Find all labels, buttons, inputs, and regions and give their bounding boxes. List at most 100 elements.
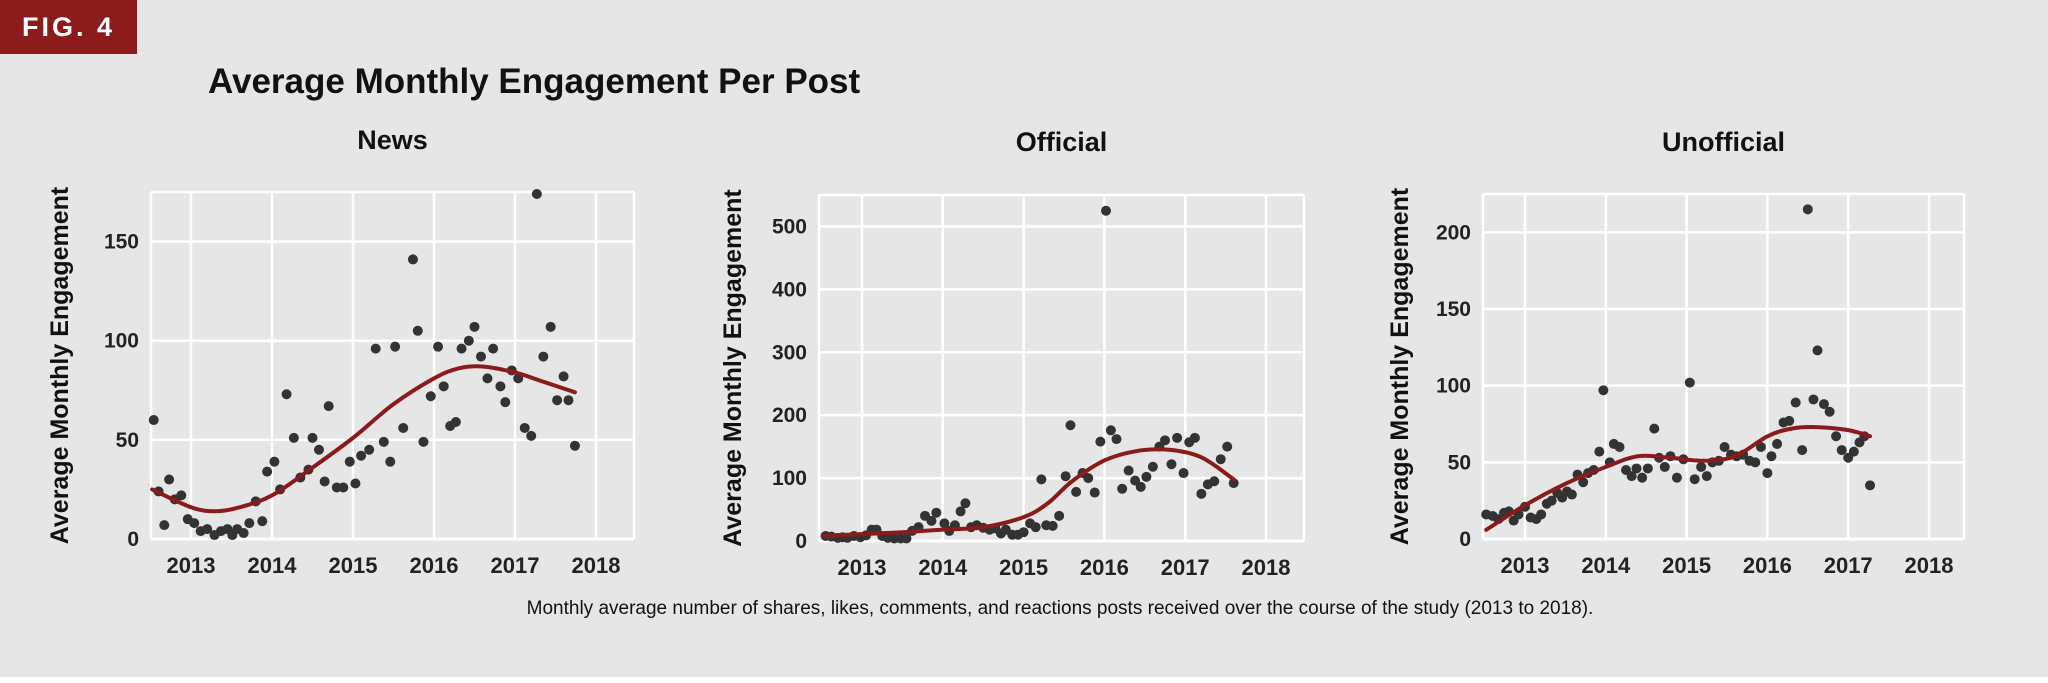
x-tick-label: 2017 xyxy=(491,553,540,578)
data-point xyxy=(385,456,396,467)
data-point xyxy=(1018,527,1029,538)
data-point xyxy=(313,444,324,455)
data-point xyxy=(1762,468,1773,479)
x-tick-label: 2018 xyxy=(572,553,621,578)
data-point xyxy=(1147,461,1158,472)
data-point xyxy=(418,436,429,447)
data-point xyxy=(1766,451,1777,462)
data-point xyxy=(482,373,493,384)
data-point xyxy=(364,444,375,455)
data-point xyxy=(519,422,530,433)
y-tick-label: 200 xyxy=(772,404,807,427)
data-point xyxy=(1701,471,1712,482)
data-point xyxy=(1105,425,1116,436)
data-point xyxy=(1836,445,1847,456)
data-point xyxy=(189,518,200,529)
data-point xyxy=(350,478,361,489)
data-point xyxy=(244,518,255,529)
data-point xyxy=(469,321,480,332)
data-point xyxy=(1101,205,1112,216)
y-tick-label: 0 xyxy=(795,530,807,553)
data-point xyxy=(495,381,506,392)
data-point xyxy=(398,422,409,433)
y-tick-label: 100 xyxy=(104,330,139,353)
data-point xyxy=(931,507,942,518)
y-tick-label: 150 xyxy=(104,231,139,254)
x-tick-label: 2014 xyxy=(248,553,298,578)
y-tick-label: 0 xyxy=(127,528,139,551)
y-tick-label: 200 xyxy=(1436,221,1471,244)
data-point xyxy=(1566,489,1577,500)
data-point xyxy=(438,381,449,392)
data-point xyxy=(1659,461,1670,472)
data-point xyxy=(1594,446,1605,457)
data-point xyxy=(378,436,389,447)
data-point xyxy=(1865,480,1876,491)
data-point xyxy=(1036,474,1047,485)
y-tick-label: 100 xyxy=(772,467,807,490)
data-point xyxy=(563,395,574,406)
data-point xyxy=(1071,486,1082,497)
x-tick-label: 2018 xyxy=(1905,553,1954,578)
data-point xyxy=(1750,457,1761,468)
data-point xyxy=(1546,495,1557,506)
data-point xyxy=(955,506,966,517)
data-point xyxy=(1790,397,1801,408)
data-point xyxy=(1209,476,1220,487)
data-point xyxy=(164,474,175,485)
data-point xyxy=(1578,477,1589,488)
plot-area xyxy=(819,195,1304,541)
data-point xyxy=(488,343,499,354)
data-point xyxy=(531,188,542,199)
panel-title: News xyxy=(357,125,428,155)
data-point xyxy=(463,335,474,346)
data-point xyxy=(1228,478,1239,489)
data-point xyxy=(1808,394,1819,405)
trend-line xyxy=(1484,424,1873,532)
data-point xyxy=(538,351,549,362)
data-point xyxy=(1222,441,1233,452)
trend-line xyxy=(150,364,577,514)
data-point xyxy=(1848,446,1859,457)
y-tick-label: 500 xyxy=(772,215,807,238)
y-tick-label: 0 xyxy=(1459,528,1471,551)
data-point xyxy=(960,498,971,509)
data-point xyxy=(500,397,511,408)
data-point xyxy=(1719,442,1730,452)
y-axis-label: Average Monthly Engagement xyxy=(719,189,747,547)
x-tick-label: 2018 xyxy=(1242,555,1291,580)
y-tick-label: 50 xyxy=(116,429,139,452)
data-point xyxy=(1089,487,1100,498)
data-point xyxy=(1083,473,1094,484)
x-tick-label: 2015 xyxy=(1662,553,1711,578)
data-point xyxy=(1784,415,1795,426)
data-point xyxy=(1172,432,1183,443)
data-point xyxy=(475,351,486,362)
data-point xyxy=(148,415,159,426)
panel-title: Official xyxy=(1016,127,1108,157)
data-point xyxy=(425,391,436,402)
x-tick-label: 2014 xyxy=(918,555,968,580)
figure-badge: FIG. 4 xyxy=(0,0,137,54)
figure-caption: Monthly average number of shares, likes,… xyxy=(526,598,1594,619)
data-point xyxy=(1812,345,1823,356)
data-point xyxy=(526,430,537,441)
data-point xyxy=(238,528,249,539)
data-point xyxy=(939,518,950,529)
data-point xyxy=(1689,474,1700,485)
data-point xyxy=(552,395,563,406)
data-point xyxy=(1631,463,1642,474)
data-point xyxy=(412,325,423,336)
data-point xyxy=(1649,423,1660,434)
data-point xyxy=(433,341,444,352)
x-tick-label: 2016 xyxy=(1743,553,1792,578)
y-tick-label: 400 xyxy=(772,278,807,301)
x-tick-label: 2015 xyxy=(999,555,1048,580)
data-point xyxy=(370,343,381,354)
data-point xyxy=(1696,461,1707,472)
data-point xyxy=(1117,483,1128,494)
data-point xyxy=(1123,465,1134,476)
data-point xyxy=(1772,438,1783,449)
data-point xyxy=(1196,488,1207,499)
y-tick-label: 100 xyxy=(1436,375,1471,398)
